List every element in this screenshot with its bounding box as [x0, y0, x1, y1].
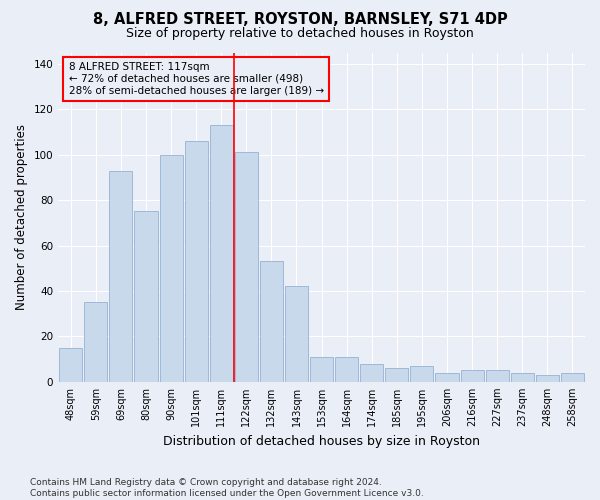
Bar: [285, 286, 308, 382]
Bar: [59, 348, 82, 382]
Bar: [84, 302, 107, 382]
Bar: [185, 141, 208, 382]
Text: Size of property relative to detached houses in Royston: Size of property relative to detached ho…: [126, 28, 474, 40]
Bar: [461, 370, 484, 382]
Bar: [209, 125, 233, 382]
Bar: [385, 368, 409, 382]
Bar: [511, 372, 534, 382]
Bar: [109, 170, 133, 382]
X-axis label: Distribution of detached houses by size in Royston: Distribution of detached houses by size …: [163, 434, 480, 448]
Bar: [260, 262, 283, 382]
Text: 8 ALFRED STREET: 117sqm
← 72% of detached houses are smaller (498)
28% of semi-d: 8 ALFRED STREET: 117sqm ← 72% of detache…: [69, 62, 324, 96]
Bar: [561, 372, 584, 382]
Bar: [536, 375, 559, 382]
Bar: [134, 212, 158, 382]
Bar: [436, 372, 458, 382]
Text: 8, ALFRED STREET, ROYSTON, BARNSLEY, S71 4DP: 8, ALFRED STREET, ROYSTON, BARNSLEY, S71…: [92, 12, 508, 28]
Text: Contains HM Land Registry data © Crown copyright and database right 2024.
Contai: Contains HM Land Registry data © Crown c…: [30, 478, 424, 498]
Bar: [235, 152, 258, 382]
Bar: [160, 154, 182, 382]
Y-axis label: Number of detached properties: Number of detached properties: [15, 124, 28, 310]
Bar: [335, 357, 358, 382]
Bar: [410, 366, 433, 382]
Bar: [360, 364, 383, 382]
Bar: [310, 357, 333, 382]
Bar: [485, 370, 509, 382]
